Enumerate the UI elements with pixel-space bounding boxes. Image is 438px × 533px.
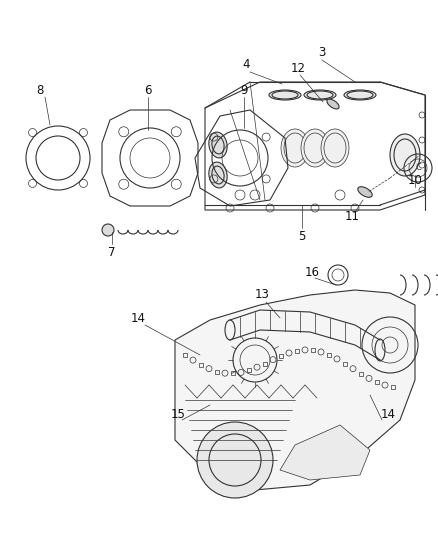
Bar [359,372,363,376]
Circle shape [102,224,114,236]
Text: 9: 9 [240,84,248,96]
Bar [231,372,235,375]
Polygon shape [175,290,415,490]
Text: 3: 3 [318,46,326,60]
Ellipse shape [321,129,349,167]
Text: 15: 15 [170,408,185,422]
Polygon shape [280,425,370,480]
Bar [311,348,315,352]
Bar [247,368,251,372]
Text: 8: 8 [36,84,44,96]
Text: 10: 10 [408,174,422,187]
Ellipse shape [281,129,309,167]
Ellipse shape [269,90,301,100]
Ellipse shape [344,90,376,100]
Text: 7: 7 [108,246,116,259]
Bar [391,385,395,389]
Text: C: C [415,164,421,173]
Text: 13: 13 [254,288,269,302]
Text: 6: 6 [144,84,152,96]
Text: 5: 5 [298,230,306,243]
Bar [343,361,347,366]
Bar [295,349,299,353]
Bar [279,354,283,358]
Text: 14: 14 [381,408,396,422]
Text: 14: 14 [131,311,145,325]
Ellipse shape [209,162,227,188]
Bar [215,369,219,374]
Ellipse shape [390,134,420,176]
Text: 12: 12 [290,61,305,75]
Ellipse shape [358,187,372,197]
Bar [327,353,331,357]
Ellipse shape [301,129,329,167]
Ellipse shape [209,132,227,158]
Text: 16: 16 [304,265,319,279]
Text: 4: 4 [242,59,250,71]
Bar [375,380,379,384]
Bar [263,361,267,366]
Ellipse shape [327,99,339,109]
Bar [183,353,187,357]
Bar [199,363,203,367]
Ellipse shape [304,90,336,100]
Text: 11: 11 [345,211,360,223]
Circle shape [197,422,273,498]
